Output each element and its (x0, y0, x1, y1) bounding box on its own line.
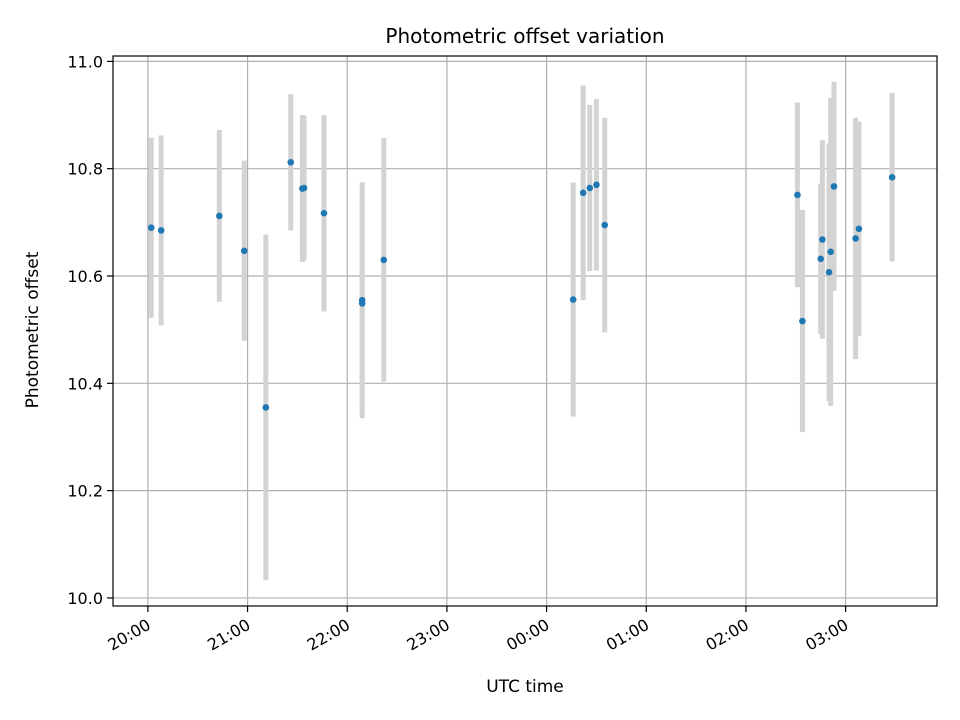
data-points (147, 158, 896, 411)
data-point (579, 189, 587, 197)
data-point (825, 268, 833, 276)
data-point (852, 235, 859, 242)
y-tick-label: 10.0 (67, 589, 103, 608)
data-point (799, 317, 806, 325)
data-point (380, 256, 388, 264)
y-tick-label: 10.8 (67, 160, 103, 179)
data-point (888, 173, 896, 181)
data-point (262, 404, 270, 411)
data-point (819, 236, 826, 243)
data-point (569, 296, 577, 303)
data-point (586, 184, 594, 192)
chart-title: Photometric offset variation (385, 24, 664, 48)
data-point (216, 212, 223, 220)
data-point (794, 191, 801, 199)
data-point (240, 247, 248, 255)
y-tick-label: 10.6 (67, 267, 103, 286)
data-point (358, 300, 366, 307)
plot-frame (112, 55, 938, 607)
data-point (817, 255, 825, 263)
data-point (157, 227, 165, 234)
y-tick-label: 10.2 (67, 482, 103, 501)
data-point (830, 183, 838, 190)
x-axis-label: UTC time (486, 677, 564, 697)
data-point (827, 248, 834, 256)
data-point (147, 224, 155, 232)
data-point (320, 209, 328, 217)
y-axis-label: Photometric offset (23, 251, 43, 408)
data-point (593, 181, 600, 189)
y-tick-label: 11.0 (67, 52, 103, 71)
data-point (601, 221, 609, 229)
data-point (855, 225, 863, 233)
data-point (287, 158, 295, 166)
y-tick-label: 10.4 (67, 374, 103, 393)
data-point (300, 184, 308, 192)
